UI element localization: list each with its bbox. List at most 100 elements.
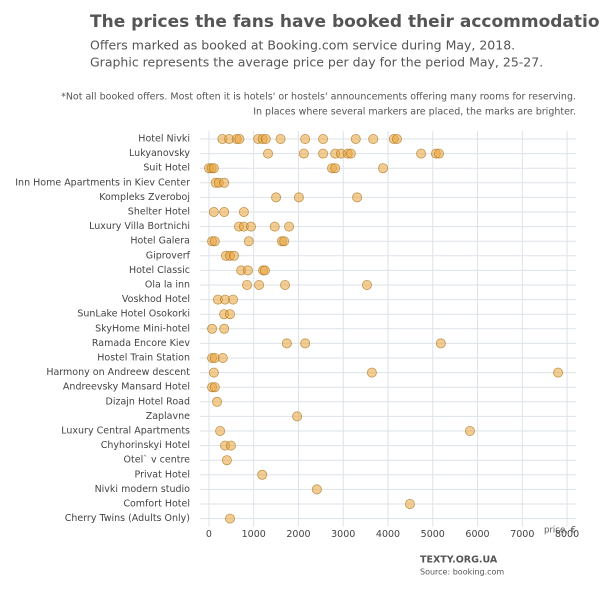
- point: [243, 236, 254, 247]
- point: [254, 279, 265, 290]
- point: [318, 148, 329, 159]
- point: [553, 367, 564, 378]
- point: [238, 206, 249, 217]
- subtitle: Graphic represents the average price per…: [90, 55, 543, 70]
- point: [416, 148, 427, 159]
- point: [224, 309, 235, 320]
- point: [209, 236, 220, 247]
- y-tick-label: Giproverf: [146, 250, 191, 261]
- y-tick-label: Cherry Twins (Adults Only): [65, 513, 190, 524]
- point: [212, 396, 223, 407]
- point: [241, 279, 252, 290]
- point: [279, 236, 290, 247]
- y-tick-label: Nivki modern studio: [95, 484, 191, 495]
- y-tick-label: Shelter Hotel: [128, 207, 190, 218]
- y-tick-label: Dizajn Hotel Road: [106, 396, 190, 407]
- x-tick-label: 3000: [331, 529, 355, 540]
- chart-title: The prices the fans have booked their ac…: [90, 12, 600, 32]
- y-tick-label: Hotel Classic: [129, 265, 190, 276]
- footer-brand: TEXTY.ORG.UA: [420, 555, 498, 566]
- point: [330, 163, 341, 174]
- note: *Not all booked offers. Most often it is…: [61, 92, 576, 103]
- point: [435, 338, 446, 349]
- point: [284, 221, 295, 232]
- y-tick-label: Luxury Central Apartments: [61, 426, 190, 437]
- y-tick-label: Andreevsky Mansard Hotel: [63, 382, 190, 393]
- point: [271, 192, 282, 203]
- point: [275, 133, 286, 144]
- point: [228, 294, 239, 305]
- point: [298, 148, 309, 159]
- y-tick-label: Hostel Train Station: [97, 353, 190, 364]
- point: [311, 484, 322, 495]
- y-tick-label: Luxury Villa Bortnichi: [89, 221, 190, 232]
- y-tick-label: SunLake Hotel Osokorki: [77, 309, 190, 320]
- y-tick-label: Harmony on Andreew descent: [46, 367, 190, 378]
- point: [242, 265, 253, 276]
- point: [293, 192, 304, 203]
- point: [260, 133, 271, 144]
- note: In places where several markers are plac…: [253, 107, 576, 118]
- point: [209, 382, 220, 393]
- x-axis-label: price, €: [544, 526, 576, 536]
- point: [229, 250, 240, 261]
- x-tick-label: 7000: [510, 529, 534, 540]
- y-tick-label: Ola la inn: [145, 280, 190, 291]
- y-tick-label: Hotel Galera: [130, 236, 190, 247]
- point: [280, 279, 291, 290]
- x-tick-label: 0: [206, 529, 212, 540]
- y-tick-label: Zaplavne: [146, 411, 190, 422]
- point: [257, 469, 268, 480]
- point: [434, 148, 445, 159]
- point: [217, 352, 228, 363]
- y-tick-label: Voskhod Hotel: [122, 294, 190, 305]
- point: [208, 163, 219, 174]
- point: [366, 367, 377, 378]
- y-tick-label: Lukyanovsky: [129, 148, 190, 159]
- x-tick-label: 6000: [465, 529, 489, 540]
- point: [391, 133, 402, 144]
- point: [215, 425, 226, 436]
- x-tick-label: 4000: [376, 529, 400, 540]
- x-tick-label: 8000: [555, 529, 579, 540]
- y-tick-label: SkyHome Mini-hotel: [95, 323, 190, 334]
- point: [352, 192, 363, 203]
- point: [207, 323, 218, 334]
- y-tick-label: Kompleks Zveroboj: [99, 192, 190, 203]
- y-tick-label: Chyhorinskyi Hotel: [101, 440, 190, 451]
- point: [300, 338, 311, 349]
- y-tick-label: Suit Hotel: [143, 163, 190, 174]
- point: [350, 133, 361, 144]
- x-tick-label: 1000: [242, 529, 266, 540]
- point: [464, 425, 475, 436]
- y-tick-label: Ramada Encore Kiev: [92, 338, 190, 349]
- y-tick-label: Hotel Nivki: [138, 134, 190, 145]
- point: [208, 206, 219, 217]
- point: [378, 163, 389, 174]
- point: [219, 177, 230, 188]
- point: [361, 279, 372, 290]
- subtitle: Offers marked as booked at Booking.com s…: [90, 38, 515, 53]
- point: [300, 133, 311, 144]
- y-tick-label: Inn Home Apartments in Kiev Center: [15, 177, 190, 188]
- point: [219, 206, 230, 217]
- point: [345, 148, 356, 159]
- point: [318, 133, 329, 144]
- point: [269, 221, 280, 232]
- x-tick-label: 2000: [286, 529, 310, 540]
- point: [259, 265, 270, 276]
- point: [368, 133, 379, 144]
- y-tick-label: Privat Hotel: [135, 469, 190, 480]
- point: [224, 513, 235, 524]
- point: [221, 455, 232, 466]
- point: [292, 411, 303, 422]
- point: [225, 440, 236, 451]
- y-tick-label: Otel` v centre: [124, 455, 191, 466]
- point: [263, 148, 274, 159]
- footer-source: Source: booking.com: [420, 568, 504, 577]
- point: [281, 338, 292, 349]
- point: [208, 367, 219, 378]
- y-tick-label: Comfort Hotel: [123, 499, 190, 510]
- point: [234, 133, 245, 144]
